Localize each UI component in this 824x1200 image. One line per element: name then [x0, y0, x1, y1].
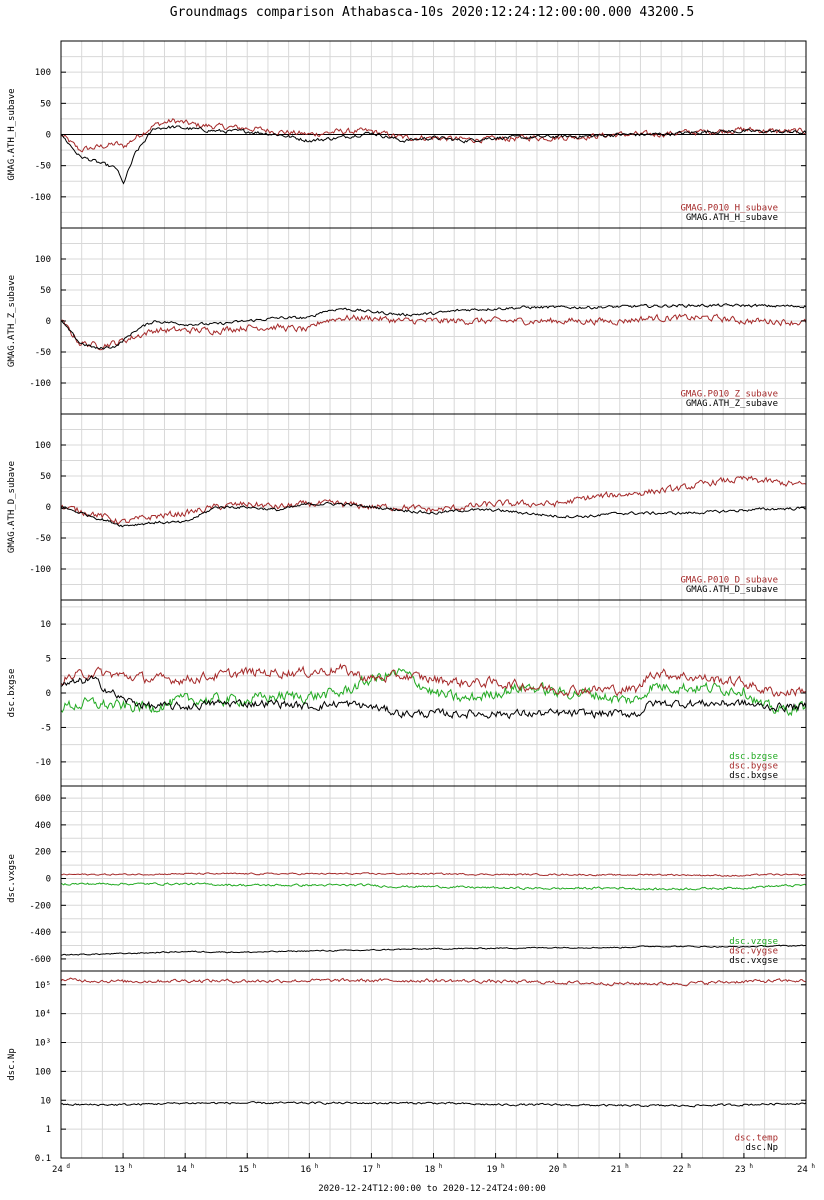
y-tick-label: 400 [35, 821, 51, 831]
x-tick-label: 19 h [487, 1163, 505, 1175]
y-tick-label: -50 [35, 534, 51, 544]
x-tick-label: 15 h [238, 1163, 256, 1175]
legend-entry: dsc.bygse [729, 762, 778, 772]
legend-entry: GMAG.ATH_H_subave [686, 213, 778, 223]
x-tick-label: 14 h [176, 1163, 194, 1175]
y-axis-label: dsc.bxgse [7, 669, 17, 718]
series-line-gmag-ath-h-subave [60, 125, 807, 185]
y-tick-label: -100 [29, 565, 51, 575]
y-tick-label: 200 [35, 848, 51, 858]
y-tick-label: -10 [35, 758, 51, 768]
legend-entry: dsc.vxgse [729, 956, 778, 966]
x-tick-label: 13 h [114, 1163, 132, 1175]
y-axis-label: GMAG.ATH_D_subave [7, 461, 17, 553]
y-tick-label: 0 [46, 689, 51, 699]
series-line-gmag-ath-z-subave [60, 303, 807, 350]
y-tick-label: 100 [35, 1067, 51, 1077]
legend-entry: dsc.bzgse [729, 752, 778, 762]
y-tick-label: -400 [29, 928, 51, 938]
x-axis: 24 d 13 h 14 h 15 h 16 h 17 h 18 h 19 h 20 h 21 h… [52, 1153, 815, 1175]
panel-0: -100-50050100GMAG.ATH_H_subaveGMAG.P010_… [7, 40, 807, 229]
y-tick-label: 0 [46, 875, 51, 885]
time-range-label: 2020-12-24T12:00:00 to 2020-12-24T24:00:… [318, 1184, 546, 1194]
chart-title: Groundmags comparison Athabasca-10s 2020… [170, 5, 694, 20]
y-tick-label: 10³ [35, 1039, 51, 1049]
y-tick-label: -100 [29, 379, 51, 389]
y-axis-label: GMAG.ATH_H_subave [7, 88, 17, 180]
y-tick-label: 10 [40, 1096, 51, 1106]
x-tick-label: 17 h [362, 1163, 380, 1175]
legend-entry: dsc.Np [745, 1143, 778, 1153]
panel-3: -10-50510dsc.bxgsedsc.bzgsedsc.bygsedsc.… [7, 599, 807, 787]
series-line-dsc-vygse [60, 872, 807, 877]
y-tick-label: -50 [35, 162, 51, 172]
y-tick-label: 50 [40, 472, 51, 482]
y-tick-label: 50 [40, 286, 51, 296]
x-tick-label: 21 h [611, 1163, 629, 1175]
y-tick-label: 5 [46, 655, 51, 665]
series-line-dsc-temp [60, 977, 807, 987]
series-line-gmag-p010-h-subave [60, 118, 807, 153]
legend-entry: GMAG.P010_H_subave [680, 204, 778, 214]
series-line-dsc-bxgse [60, 675, 807, 720]
x-tick-label: 22 h [673, 1163, 691, 1175]
y-tick-label: 0.1 [35, 1154, 51, 1164]
y-tick-label: -600 [29, 955, 51, 965]
series-line-dsc-bzgse [60, 667, 807, 717]
y-axis-label: dsc.vxgse [7, 854, 17, 903]
y-tick-label: 100 [35, 255, 51, 265]
legend-entry: dsc.temp [735, 1134, 778, 1144]
legend-entry: GMAG.ATH_D_subave [686, 585, 778, 595]
x-tick-label: 24 h [797, 1163, 815, 1175]
legend-entry: dsc.vygse [729, 947, 778, 957]
y-tick-label: 1 [46, 1125, 51, 1135]
series-line-dsc-np [60, 1101, 807, 1108]
y-axis-label: GMAG.ATH_Z_subave [7, 275, 17, 367]
y-axis-label: dsc.Np [7, 1048, 17, 1081]
y-tick-label: 100 [35, 441, 51, 451]
legend-entry: dsc.vzgse [729, 937, 778, 947]
y-tick-label: 600 [35, 794, 51, 804]
y-tick-label: 10 [40, 620, 51, 630]
y-tick-label: 50 [40, 99, 51, 109]
y-tick-label: -5 [40, 723, 51, 733]
legend-entry: GMAG.P010_Z_subave [680, 390, 778, 400]
panel-4: -600 -400 -200 0 200 400 600 dsc.vxgse dsc.vzgse… [7, 785, 807, 972]
legend-entry: GMAG.ATH_Z_subave [686, 399, 778, 409]
series-line-gmag-p010-d-subave [60, 475, 807, 526]
x-tick-label: 16 h [300, 1163, 318, 1175]
y-tick-label: 0 [46, 131, 51, 141]
legend-entry: dsc.bxgse [729, 771, 778, 781]
y-tick-label: 0 [46, 503, 51, 513]
series-line-dsc-bygse [60, 663, 807, 698]
series-line-dsc-vxgse [60, 944, 806, 956]
x-tick-label: 18 h [424, 1163, 442, 1175]
x-tick-label: 24 d [52, 1163, 70, 1175]
panel-1: -100-50050100GMAG.ATH_Z_subaveGMAG.P010_… [7, 227, 807, 415]
series-line-gmag-p010-z-subave [60, 313, 807, 351]
y-tick-label: 10⁴ [35, 1010, 51, 1020]
y-tick-label: -200 [29, 901, 51, 911]
y-tick-label: 0 [46, 317, 51, 327]
series-line-dsc-vzgse [60, 882, 807, 891]
series-line-gmag-ath-d-subave [60, 501, 807, 528]
y-tick-label: -100 [29, 193, 51, 203]
x-tick-label: 23 h [735, 1163, 753, 1175]
y-tick-label: -50 [35, 348, 51, 358]
y-tick-label: 10⁵ [35, 981, 51, 991]
y-tick-label: 100 [35, 68, 51, 78]
panel-2: -100-50050100GMAG.ATH_D_subaveGMAG.P010_… [7, 413, 807, 601]
panel-stack: -100-50050100GMAG.ATH_H_subaveGMAG.P010_… [7, 40, 815, 1175]
legend-entry: GMAG.P010_D_subave [680, 576, 778, 586]
x-tick-label: 20 h [549, 1163, 567, 1175]
